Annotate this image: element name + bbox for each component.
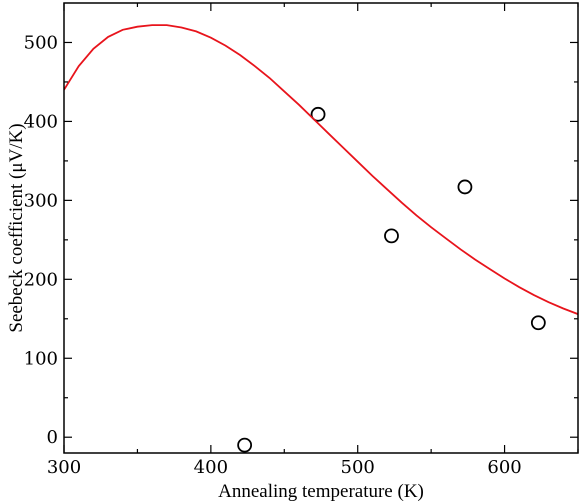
plot-area — [64, 24, 578, 453]
y-tick-label: 400 — [24, 111, 58, 132]
data-point — [237, 437, 253, 453]
y-tick-label: 100 — [24, 348, 58, 369]
y-tick-label: 500 — [24, 32, 58, 53]
x-tick-label: 400 — [194, 457, 228, 478]
x-tick-label: 500 — [341, 457, 375, 478]
data-point — [384, 228, 399, 244]
plot-frame — [63, 2, 579, 454]
axes: 300 400 500 600 0 100 200 300 400 500 — [24, 2, 579, 478]
y-axis-title: Seebeck coefficient (μV/K) — [6, 123, 27, 332]
x-tick-label: 600 — [487, 457, 521, 478]
x-tick-label: 300 — [47, 457, 81, 478]
y-tick-label: 200 — [24, 269, 58, 290]
x-axis-title: Annealing temperature (K) — [218, 481, 424, 501]
data-point — [310, 106, 326, 122]
y-tick-label: 0 — [47, 427, 58, 448]
y-tick-label: 300 — [24, 190, 58, 211]
data-point — [457, 179, 473, 195]
fit-curve-line — [64, 24, 578, 315]
data-point — [530, 315, 546, 331]
